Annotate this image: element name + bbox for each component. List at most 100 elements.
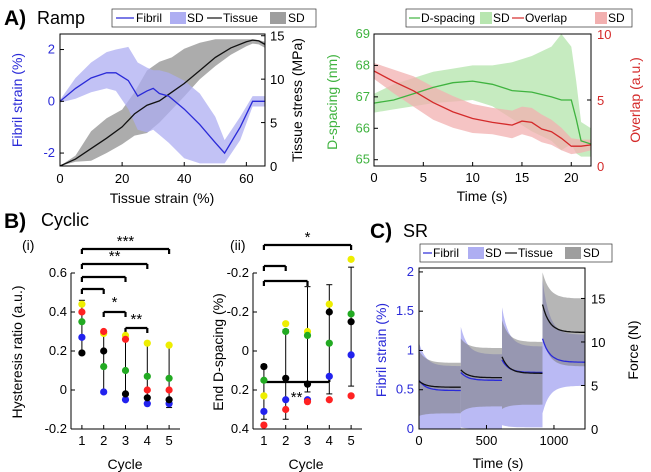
x-tick-label: 20	[564, 170, 578, 185]
significance-label: **	[291, 389, 303, 406]
x-tick-label: 0	[370, 170, 377, 185]
x-axis-label: Tissue strain (%)	[110, 190, 215, 206]
y-tick-label: -0.2	[45, 421, 67, 436]
chart-ramp-right: 0 5 10 15 20 65 66 67 68 69 0 5 10 Time (s) D-spacin…	[324, 8, 643, 204]
legend-label-dspacing-sd: SD	[493, 11, 510, 25]
point-red	[100, 327, 108, 336]
point-red	[78, 308, 86, 316]
point-green	[78, 318, 86, 326]
point-blue	[282, 396, 290, 404]
tissue-line	[60, 39, 265, 166]
point-black	[282, 374, 290, 382]
panel-c-title: SR	[403, 221, 428, 241]
point-green	[260, 376, 268, 384]
significance-label: ***	[117, 233, 135, 250]
chart-cyclic-hysteresis: -0.200.20.40.61 2 3 4 5 ******** Cycle Hyste…	[9, 233, 180, 472]
tissue-line	[501, 356, 543, 374]
point-black	[143, 394, 151, 402]
y-left-tick-label: 0	[407, 421, 414, 436]
x-tick-label: 0	[56, 171, 63, 186]
plot-frame	[59, 33, 266, 167]
y-axis-label-right: Tissue stress (MPa)	[289, 38, 305, 162]
tissue-sd-band	[419, 350, 461, 416]
point-yellow	[260, 392, 268, 400]
y-left-tick-label: 2	[48, 42, 55, 57]
fibril-line	[60, 72, 265, 155]
point-green	[100, 363, 108, 371]
x-tick-label: 1000	[539, 433, 568, 448]
x-tick-label: 40	[177, 171, 191, 186]
tissue-sd-band	[502, 320, 543, 409]
point-blue	[347, 351, 355, 359]
point-blue	[78, 333, 86, 341]
point-yellow	[143, 339, 151, 347]
legend-label-fibril: Fibril	[433, 246, 459, 260]
y-left-tick-label: 0	[48, 93, 55, 108]
legend-label-overlap-sd: SD	[608, 11, 625, 25]
x-tick-label: 3	[122, 433, 129, 448]
point-black	[100, 347, 108, 355]
y-right-tick-label: 10	[591, 335, 605, 350]
x-tick-label: 2	[282, 433, 289, 448]
y-right-tick-label: 5	[591, 378, 598, 393]
point-green	[143, 372, 151, 380]
x-tick-label: 500	[476, 433, 498, 448]
legend-swatch-tissue-sd	[270, 12, 286, 24]
tissue-line	[541, 304, 585, 333]
point-green	[347, 310, 355, 318]
y-left-tick-label: -2	[43, 145, 55, 160]
y-axis-label: Hysteresis ratio (a.u.)	[9, 285, 25, 418]
legend-swatch-fibril-sd	[468, 247, 484, 259]
y-axis-label-left: Fibril strain (%)	[9, 53, 25, 147]
point-red	[303, 398, 312, 406]
point-blue	[143, 400, 151, 408]
legend-label-tissue-sd: SD	[288, 11, 305, 25]
point-green	[303, 331, 312, 339]
dspacing-line	[374, 80, 591, 145]
overlap-line	[374, 70, 591, 147]
y-right-tick-label: 0	[597, 159, 604, 174]
point-green	[282, 327, 290, 336]
y-axis-label-left: D-spacing (nm)	[324, 54, 340, 150]
legend: Fibril SD Tissue SD	[419, 243, 613, 263]
legend-swatch-overlap-sd	[595, 12, 607, 24]
x-tick-label: 5	[420, 170, 427, 185]
y-axis-label-right: Force (N)	[625, 320, 641, 379]
y-left-tick-label: 2	[407, 264, 414, 279]
y-axis-label-left: Fibril strain (%)	[373, 303, 389, 397]
y-axis-label: End D-spacing (%)	[210, 293, 226, 411]
tissue-sd-band	[542, 272, 585, 367]
x-axis-label: Time (s)	[457, 188, 508, 204]
legend: Fibril SD Tissue SD	[111, 8, 317, 28]
point-yellow	[347, 255, 355, 263]
y-tick-label: 0.4	[231, 421, 249, 436]
x-tick-label: 60	[239, 171, 253, 186]
y-right-tick-label: 10	[270, 72, 284, 87]
point-black	[260, 363, 268, 371]
point-red	[143, 386, 151, 394]
legend-label-tissue: Tissue	[518, 246, 553, 260]
y-left-tick-label: 0.5	[396, 382, 414, 397]
point-blue	[100, 388, 108, 396]
fibril-line	[541, 338, 585, 363]
tissue-sd-band	[460, 338, 502, 413]
x-tick-label: 4	[326, 433, 333, 448]
y-right-tick-label: 5	[597, 93, 604, 108]
y-axis-label-right: Overlap (a.u.)	[627, 57, 643, 143]
point-blue	[260, 407, 268, 416]
panel-b-sub-i: (i)	[22, 237, 34, 253]
overlap-sd-band	[374, 63, 591, 155]
point-black	[347, 318, 355, 326]
point-black	[165, 396, 173, 404]
point-yellow	[325, 300, 333, 308]
y-right-tick-label: 10	[597, 27, 611, 42]
x-tick-label: 2	[100, 433, 107, 448]
x-tick-label: 3	[304, 433, 311, 448]
legend-swatch-dspacing-sd	[480, 12, 492, 24]
y-right-tick-label: 15	[591, 291, 605, 306]
y-tick-label: 0.4	[49, 304, 67, 319]
panel-c-letter: C)	[370, 220, 392, 243]
x-tick-label: 15	[515, 170, 529, 185]
point-black	[303, 380, 312, 388]
